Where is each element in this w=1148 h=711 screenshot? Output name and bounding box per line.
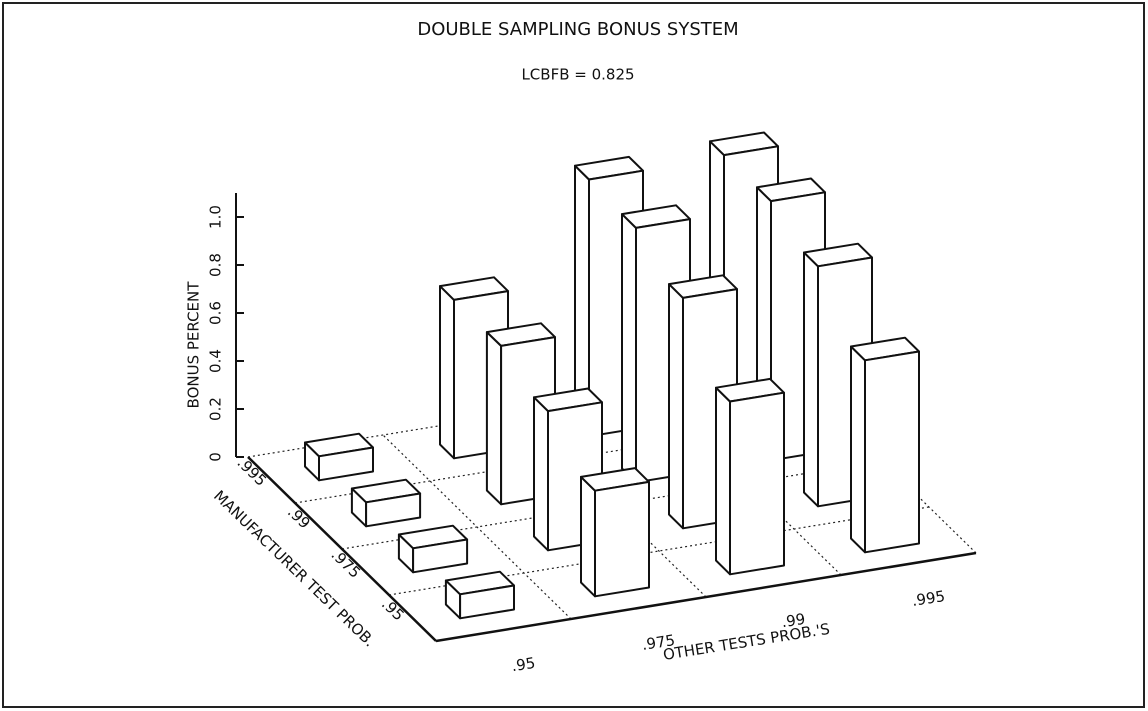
x-tick-label: .95 — [510, 654, 536, 676]
y-tick-label: 0.4 — [207, 349, 225, 373]
floor-edge — [435, 551, 977, 643]
bar-side — [668, 283, 684, 530]
bar-side — [580, 475, 596, 598]
depth-tick-label: .99 — [284, 503, 314, 533]
bar-side — [803, 251, 819, 508]
y-tick-label: 0 — [207, 452, 225, 462]
depth-tick-label: .995 — [234, 454, 271, 490]
bar-side — [485, 331, 503, 506]
x-tick-label: .975 — [641, 631, 677, 654]
bar — [459, 584, 515, 620]
bar-side — [621, 213, 637, 484]
y-tick-label: 1.0 — [207, 205, 225, 229]
chart-subtitle: LCBFB = 0.825 — [521, 66, 634, 84]
bar-side — [850, 345, 866, 554]
bar — [318, 446, 374, 482]
x-tick-label: .995 — [911, 587, 947, 610]
x-axis-title: OTHER TESTS PROB.'S — [662, 620, 831, 664]
bar — [864, 350, 920, 554]
depth-tick-label: .95 — [378, 595, 408, 625]
bar — [594, 480, 650, 598]
bar-side — [439, 285, 455, 460]
y-axis-title: BONUS PERCENT — [185, 281, 203, 409]
bar — [365, 492, 422, 528]
depth-tick-label: .975 — [328, 546, 365, 582]
bar-side — [533, 396, 549, 552]
bar-side — [715, 386, 731, 576]
chart-title: DOUBLE SAMPLING BONUS SYSTEM — [417, 19, 738, 40]
y-tick-label: 0.8 — [207, 253, 225, 277]
y-tick-label: 0.2 — [207, 397, 225, 421]
y-tick-label: 0.6 — [207, 301, 225, 325]
bar — [729, 391, 785, 576]
x-tick-label: .99 — [780, 610, 806, 632]
floor-edge — [247, 456, 437, 642]
bar — [412, 538, 469, 574]
